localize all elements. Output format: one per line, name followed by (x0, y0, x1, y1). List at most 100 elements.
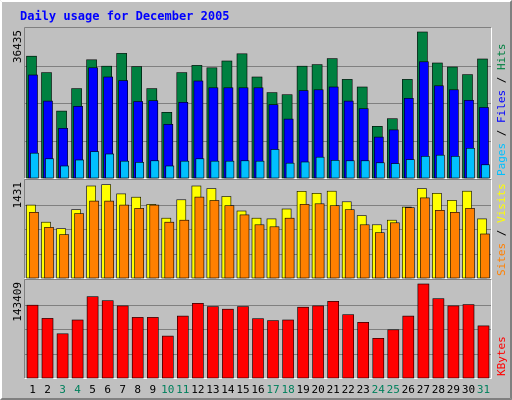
bar-pages-day-10 (165, 165, 175, 179)
bar-sites-day-24 (374, 232, 385, 279)
bar-pages-day-12 (195, 158, 205, 179)
legend-separator: / (495, 223, 508, 243)
bar-pages-day-8 (135, 162, 144, 179)
bar-sites-day-1 (29, 212, 39, 279)
bar-pages-day-29 (451, 156, 460, 179)
bar-sites-day-31 (480, 233, 490, 279)
x-tick-label-day-1: 1 (29, 383, 36, 396)
bar-pages-day-5 (90, 151, 99, 179)
bar-kbytes-day-3 (56, 333, 69, 379)
bar-sites-day-21 (329, 205, 340, 279)
bar-sites-day-2 (44, 227, 54, 279)
legend-hits: Pages / Files / Hits (495, 44, 508, 177)
bar-sites-day-29 (450, 212, 460, 279)
bar-kbytes-day-1 (26, 304, 39, 379)
legend-item-pages: Pages (495, 143, 508, 176)
bar-sites-day-18 (284, 217, 295, 279)
bar-sites-day-28 (435, 210, 445, 279)
x-tick-label-day-12: 12 (191, 383, 204, 396)
bar-sites-day-13 (209, 200, 220, 279)
bar-sites-day-5 (89, 200, 99, 279)
bar-pages-day-20 (315, 156, 325, 179)
bar-pages-day-23 (360, 160, 370, 179)
legend-separator: / (495, 70, 508, 90)
x-tick-label-day-23: 23 (357, 383, 370, 396)
bar-kbytes-day-30 (462, 304, 475, 379)
bar-pages-day-15 (240, 160, 250, 179)
x-tick-label-day-29: 29 (447, 383, 460, 396)
bar-kbytes-day-28 (432, 298, 445, 379)
x-tick-label-day-16: 16 (251, 383, 264, 396)
bar-kbytes-day-20 (312, 305, 324, 379)
bar-pages-day-28 (436, 154, 445, 179)
bar-kbytes-day-25 (387, 329, 400, 379)
bar-kbytes-day-10 (162, 335, 174, 379)
bar-kbytes-day-7 (116, 305, 129, 379)
x-tick-label-day-25: 25 (387, 383, 400, 396)
x-tick-label-day-18: 18 (281, 383, 294, 396)
legend-visits: Sites / Visits (495, 183, 508, 276)
bar-pages-day-24 (375, 162, 385, 179)
bar-pages-day-14 (225, 160, 235, 179)
chart-title: Daily usage for December 2005 (20, 9, 230, 23)
bar-sites-day-15 (239, 214, 250, 279)
x-tick-label-day-5: 5 (89, 383, 96, 396)
bar-pages-day-3 (60, 165, 69, 179)
bar-pages-day-2 (45, 158, 54, 179)
bar-pages-day-30 (466, 148, 475, 179)
bar-kbytes-day-15 (237, 306, 249, 379)
x-tick-label-day-4: 4 (74, 383, 81, 396)
bar-sites-day-4 (74, 213, 84, 279)
bar-pages-day-13 (210, 160, 220, 179)
x-tick-label-day-2: 2 (44, 383, 51, 396)
bar-kbytes-day-6 (101, 300, 114, 379)
bar-pages-day-4 (75, 159, 84, 179)
bar-sites-day-8 (134, 208, 144, 279)
x-tick-label-day-30: 30 (462, 383, 475, 396)
bar-sites-day-17 (269, 226, 280, 279)
x-tick-label-day-26: 26 (402, 383, 415, 396)
bar-pages-day-9 (150, 160, 160, 179)
x-tick-label-day-8: 8 (134, 383, 141, 396)
bar-sites-day-10 (164, 221, 175, 279)
x-tick-label-day-27: 27 (417, 383, 430, 396)
bar-sites-day-26 (404, 207, 415, 279)
bar-pages-day-19 (300, 161, 310, 179)
bar-kbytes-day-2 (41, 318, 54, 379)
bar-sites-day-16 (254, 224, 265, 279)
bar-sites-day-3 (59, 234, 69, 279)
legend-kbytes: KBytes (495, 336, 508, 376)
bar-pages-day-11 (180, 160, 190, 179)
bar-pages-day-31 (481, 164, 490, 179)
x-tick-label-day-28: 28 (432, 383, 445, 396)
bar-kbytes-day-16 (252, 318, 264, 379)
bar-sites-day-27 (420, 197, 430, 279)
x-tick-label-day-9: 9 (149, 383, 156, 396)
x-tick-label-day-31: 31 (477, 383, 490, 396)
bar-kbytes-day-23 (357, 321, 370, 379)
bar-sites-day-14 (224, 205, 235, 279)
bar-sites-day-23 (359, 224, 370, 279)
bar-pages-day-27 (421, 156, 430, 179)
bar-kbytes-day-13 (207, 306, 219, 379)
x-tick-label-day-21: 21 (327, 383, 340, 396)
bar-kbytes-day-24 (372, 337, 385, 379)
bar-pages-day-1 (30, 152, 39, 179)
x-tick-label-day-19: 19 (296, 383, 309, 396)
x-tick-label-day-22: 22 (342, 383, 355, 396)
x-tick-label-day-24: 24 (372, 383, 386, 396)
bar-sites-day-12 (194, 196, 205, 279)
legend-item-kbytes: KBytes (495, 336, 508, 376)
bar-sites-day-19 (299, 204, 310, 279)
legend-item-sites: Sites (495, 243, 508, 276)
legend-item-visits: Visits (495, 183, 508, 223)
x-tick-label-day-7: 7 (119, 383, 126, 396)
bar-pages-day-6 (105, 153, 114, 179)
x-tick-label-day-3: 3 (59, 383, 66, 396)
bar-kbytes-day-12 (192, 302, 204, 379)
x-tick-label-day-11: 11 (176, 383, 189, 396)
bar-pages-day-25 (390, 163, 400, 179)
bar-pages-day-18 (285, 162, 295, 179)
x-tick-label-day-6: 6 (104, 383, 111, 396)
